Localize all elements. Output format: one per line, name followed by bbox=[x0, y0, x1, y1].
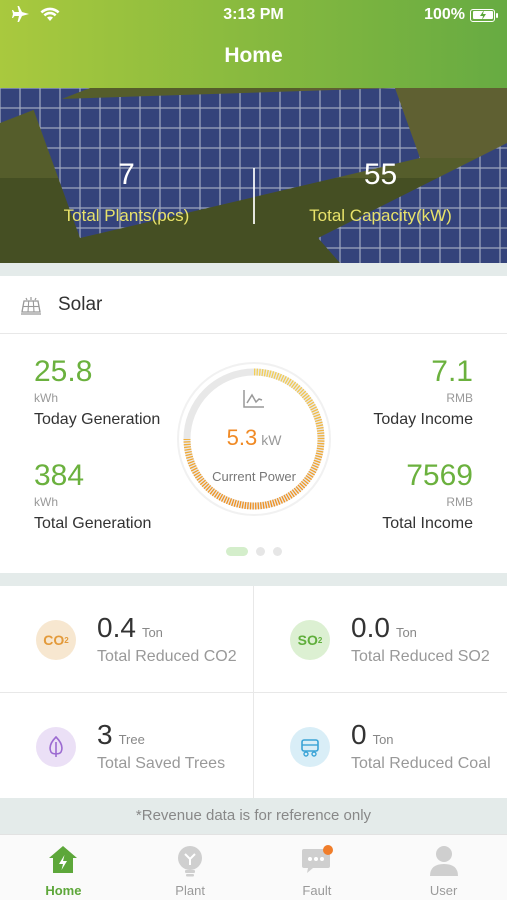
home-bolt-icon bbox=[49, 846, 78, 873]
current-power-value: 5.3 bbox=[226, 425, 258, 450]
today-income-value: 7.1 bbox=[431, 355, 473, 388]
so2-unit: Ton bbox=[395, 625, 417, 640]
page-dot-3[interactable] bbox=[272, 547, 282, 556]
status-bar: 3:13 PM 100% bbox=[0, 0, 507, 30]
today-generation-unit: kWh bbox=[34, 391, 58, 405]
leaf-icon bbox=[36, 727, 76, 767]
tab-plant[interactable]: Plant bbox=[127, 835, 254, 900]
today-generation-value: 25.8 bbox=[34, 355, 93, 388]
coal-unit: Ton bbox=[372, 732, 394, 747]
current-power-gauge: 5.3 kW Current Power bbox=[174, 359, 334, 519]
total-income-unit: RMB bbox=[446, 495, 473, 509]
total-plants-stat: 7 Total Plants(pcs) bbox=[0, 158, 253, 226]
wifi-icon bbox=[40, 7, 60, 21]
page-indicator[interactable] bbox=[0, 547, 507, 556]
tab-user-label: User bbox=[429, 883, 458, 898]
airplane-icon bbox=[12, 6, 29, 22]
user-icon bbox=[429, 846, 458, 876]
line-chart-icon bbox=[243, 390, 264, 408]
trees-value: 3 bbox=[97, 719, 113, 750]
page-dot-1[interactable] bbox=[225, 547, 248, 556]
plant-icon bbox=[178, 846, 203, 877]
total-capacity-value: 55 bbox=[363, 158, 398, 191]
chat-icon bbox=[301, 845, 333, 873]
battery-icon bbox=[470, 8, 498, 22]
solar-panel-photo bbox=[0, 88, 507, 263]
status-time: 3:13 PM bbox=[223, 6, 284, 23]
total-capacity-label: Total Capacity(kW) bbox=[309, 206, 452, 225]
app-header: 3:13 PM 100% Home bbox=[0, 0, 507, 88]
current-power-unit: kW bbox=[261, 432, 282, 448]
total-generation-label: Total Generation bbox=[34, 515, 152, 532]
status-right: 100% bbox=[424, 6, 498, 24]
current-power-readout: 5.3 kW bbox=[174, 425, 334, 451]
total-capacity-stat: 55 Total Capacity(kW) bbox=[254, 158, 507, 226]
total-income-label: Total Income bbox=[382, 515, 473, 532]
total-generation-unit: kWh bbox=[34, 495, 58, 509]
battery-percent: 100% bbox=[424, 6, 465, 23]
solar-card-title: Solar bbox=[58, 293, 103, 315]
tab-user[interactable]: User bbox=[380, 835, 507, 900]
coal-label: Total Reduced Coal bbox=[351, 755, 491, 772]
so2-icon: SO 2 bbox=[290, 620, 330, 660]
bottom-tab-bar: Home Plant Fault User bbox=[0, 834, 507, 900]
co2-readout: 0.4 Ton bbox=[97, 612, 163, 644]
status-left bbox=[12, 6, 60, 22]
overview-banner: 7 Total Plants(pcs) 55 Total Capacity(kW… bbox=[0, 88, 507, 263]
so2-cell: SO 2 0.0 Ton Total Reduced SO2 bbox=[254, 586, 507, 692]
co2-icon: CO 2 bbox=[36, 620, 76, 660]
today-income-metric: 7.1 RMB Today Income bbox=[373, 355, 473, 429]
solar-card[interactable]: Solar 25.8 kWh Today Generation 384 kWh … bbox=[0, 276, 507, 573]
gauge-ring bbox=[177, 362, 331, 516]
co2-value: 0.4 bbox=[97, 612, 136, 643]
tab-fault[interactable]: Fault bbox=[254, 835, 381, 900]
page-title: Home bbox=[224, 44, 283, 67]
trees-label: Total Saved Trees bbox=[97, 755, 226, 772]
coal-readout: 0 Ton bbox=[351, 719, 394, 751]
grid-divider-horizontal bbox=[0, 692, 507, 693]
tab-home[interactable]: Home bbox=[0, 835, 127, 900]
total-generation-value: 384 bbox=[34, 459, 85, 492]
hero-divider bbox=[253, 168, 255, 224]
tab-fault-label: Fault bbox=[302, 883, 332, 898]
total-income-metric: 7569 RMB Total Income bbox=[382, 459, 473, 533]
coal-cell: 0 Ton Total Reduced Coal bbox=[254, 693, 507, 799]
today-income-unit: RMB bbox=[446, 391, 473, 405]
co2-cell: CO 2 0.4 Ton Total Reduced CO2 bbox=[0, 586, 253, 692]
total-plants-value: 7 bbox=[118, 158, 135, 191]
revenue-disclaimer: *Revenue data is for reference only bbox=[0, 798, 507, 834]
tab-plant-label: Plant bbox=[175, 883, 205, 898]
so2-label: Total Reduced SO2 bbox=[351, 648, 490, 665]
so2-readout: 0.0 Ton bbox=[351, 612, 417, 644]
trees-cell: 3 Tree Total Saved Trees bbox=[0, 693, 253, 799]
trees-readout: 3 Tree bbox=[97, 719, 145, 751]
so2-value: 0.0 bbox=[351, 612, 390, 643]
today-generation-metric: 25.8 kWh Today Generation bbox=[34, 355, 160, 429]
coal-value: 0 bbox=[351, 719, 367, 750]
trees-unit: Tree bbox=[118, 732, 145, 747]
environmental-impact-grid: CO 2 0.4 Ton Total Reduced CO2 SO 2 0.0 Ton … bbox=[0, 586, 507, 798]
solar-card-header: Solar bbox=[0, 276, 507, 334]
total-plants-label: Total Plants(pcs) bbox=[63, 206, 190, 225]
total-generation-metric: 384 kWh Total Generation bbox=[34, 459, 151, 533]
today-generation-label: Today Generation bbox=[34, 411, 161, 428]
tab-home-label: Home bbox=[45, 883, 82, 898]
total-income-value: 7569 bbox=[406, 459, 473, 492]
coal-cart-icon bbox=[290, 727, 330, 767]
co2-unit: Ton bbox=[141, 625, 163, 640]
notification-dot bbox=[322, 845, 333, 855]
page-dot-2[interactable] bbox=[255, 547, 265, 556]
today-income-label: Today Income bbox=[373, 411, 473, 428]
co2-label: Total Reduced CO2 bbox=[97, 648, 237, 665]
current-power-label: Current Power bbox=[212, 469, 296, 484]
solar-panel-icon bbox=[21, 296, 41, 315]
